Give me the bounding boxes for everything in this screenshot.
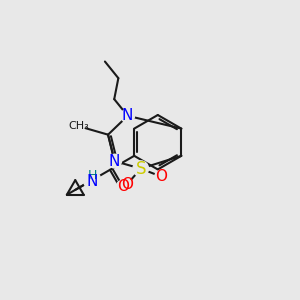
Circle shape <box>133 161 148 176</box>
Text: O: O <box>117 179 129 194</box>
Text: CH₃: CH₃ <box>69 121 89 131</box>
Text: S: S <box>136 160 146 178</box>
Text: N: N <box>109 154 120 169</box>
Text: O: O <box>155 169 167 184</box>
Circle shape <box>121 109 134 123</box>
Circle shape <box>155 170 167 182</box>
Circle shape <box>108 154 122 168</box>
Text: H: H <box>87 169 97 182</box>
Circle shape <box>83 171 101 189</box>
Text: N: N <box>86 174 98 189</box>
Text: O: O <box>121 177 133 192</box>
Text: N: N <box>122 108 134 123</box>
Circle shape <box>116 180 130 194</box>
Circle shape <box>121 179 133 190</box>
